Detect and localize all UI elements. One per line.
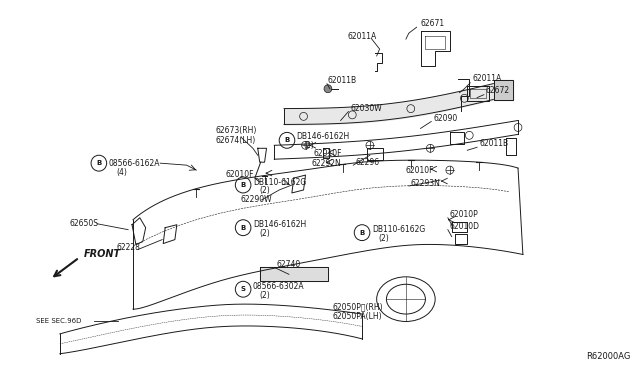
Text: B: B	[241, 182, 246, 188]
Text: 62011B: 62011B	[328, 76, 357, 85]
Text: B: B	[284, 137, 290, 143]
Text: 62290W: 62290W	[240, 195, 272, 204]
Circle shape	[324, 85, 332, 93]
Text: 62673(RH): 62673(RH)	[216, 126, 257, 135]
Text: 62010F: 62010F	[406, 166, 435, 174]
Text: 62293N: 62293N	[411, 179, 441, 187]
Text: B: B	[241, 225, 246, 231]
Text: DB146-6162H: DB146-6162H	[297, 132, 350, 141]
Polygon shape	[493, 80, 513, 100]
Text: (2): (2)	[260, 186, 271, 195]
Text: 62030W: 62030W	[350, 104, 382, 113]
Text: (2): (2)	[379, 234, 389, 243]
Text: SEE SEC.96D: SEE SEC.96D	[35, 318, 81, 324]
Text: 62011A: 62011A	[348, 32, 377, 41]
Text: (2): (2)	[303, 141, 314, 150]
Text: 62010D: 62010D	[450, 222, 480, 231]
Text: 62010F: 62010F	[314, 149, 342, 158]
Text: 62010P: 62010P	[450, 210, 479, 219]
Text: DB146-6162H: DB146-6162H	[253, 220, 306, 229]
Text: 08566-6302A: 08566-6302A	[253, 282, 305, 291]
Text: 62011A: 62011A	[472, 74, 502, 83]
Text: 08566-6162A: 08566-6162A	[109, 159, 160, 168]
Text: 62292N: 62292N	[312, 159, 341, 168]
Text: R62000AG: R62000AG	[586, 352, 630, 361]
Text: (4): (4)	[116, 168, 127, 177]
Text: B: B	[96, 160, 102, 166]
Text: 62011B: 62011B	[479, 139, 508, 148]
Text: (2): (2)	[260, 229, 271, 238]
Text: 62650S: 62650S	[70, 219, 99, 228]
Text: DB110-6162G: DB110-6162G	[253, 177, 306, 186]
Text: S: S	[241, 286, 246, 292]
Text: DB110-6162G: DB110-6162G	[372, 225, 425, 234]
Text: 62296: 62296	[355, 158, 380, 167]
Text: FRONT: FRONT	[84, 250, 122, 260]
Text: 62010F: 62010F	[225, 170, 254, 179]
Polygon shape	[260, 267, 328, 281]
Text: 62674(LH): 62674(LH)	[216, 136, 256, 145]
Text: 62050PA(LH): 62050PA(LH)	[333, 311, 383, 321]
Text: 62671: 62671	[420, 19, 445, 28]
Text: 62228: 62228	[116, 243, 140, 252]
Text: 62050P　(RH): 62050P (RH)	[333, 302, 383, 312]
Text: 62090: 62090	[433, 114, 458, 123]
Text: B: B	[360, 230, 365, 235]
Text: (2): (2)	[260, 291, 271, 300]
Text: 62740: 62740	[276, 260, 301, 269]
Text: 62672: 62672	[486, 86, 510, 95]
